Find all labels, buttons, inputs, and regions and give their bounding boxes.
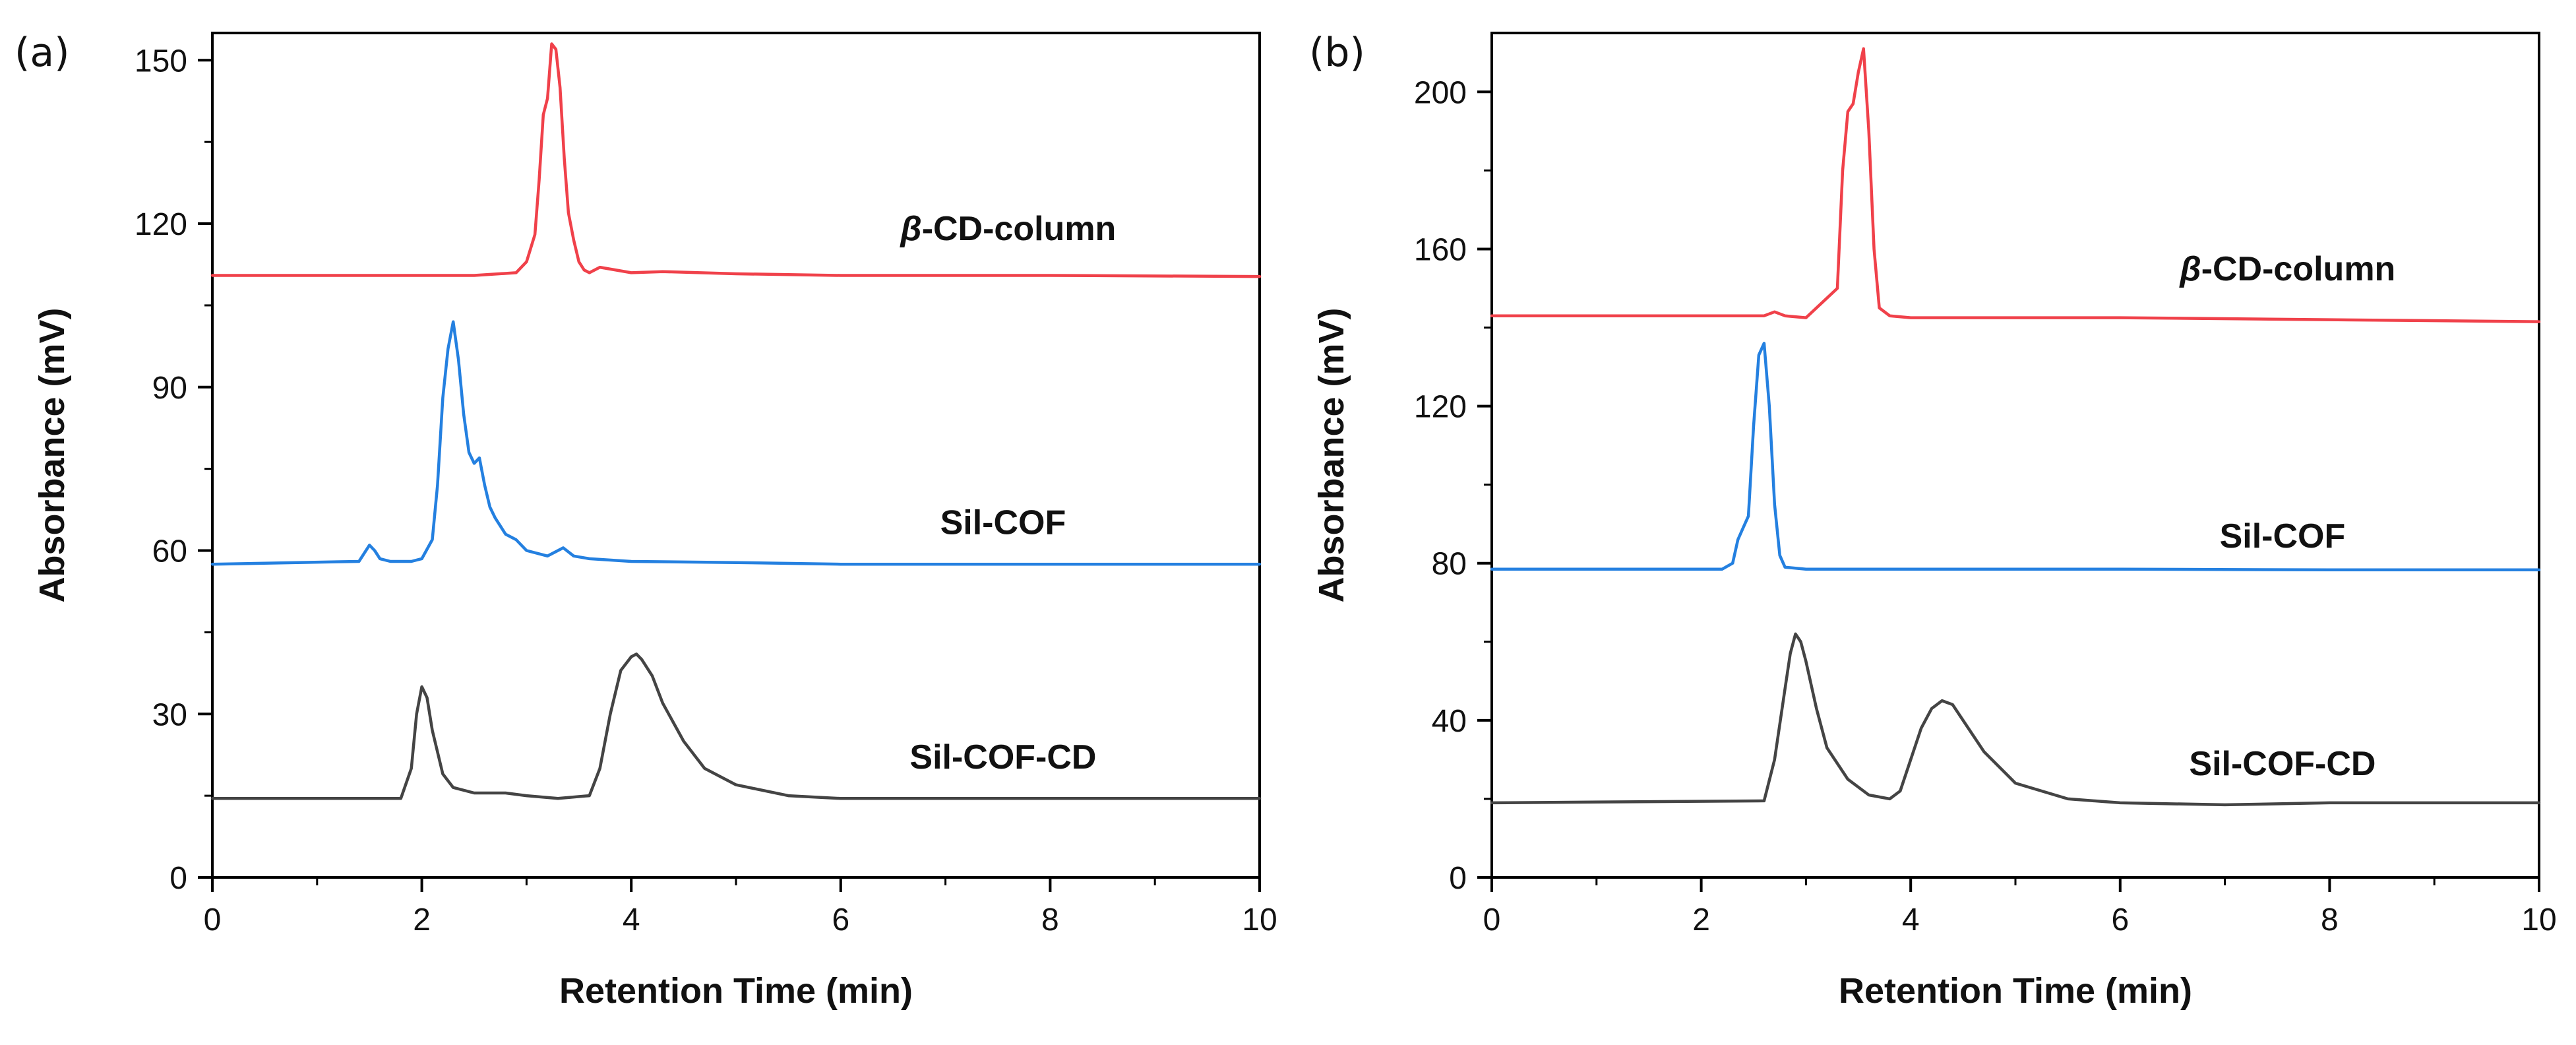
y-tick-label: 160 (1414, 232, 1467, 267)
series-label-sil-cof: Sil-COF (940, 504, 1066, 542)
series-label-prefix: β (899, 210, 921, 248)
y-tick-label: 80 (1432, 547, 1467, 582)
trace-beta-cd-column (210, 42, 1262, 278)
panel-label: (b) (1309, 30, 1365, 76)
y-tick-label: 0 (169, 861, 187, 896)
x-axis-title: Retention Time (min) (559, 971, 913, 1011)
trace-sil-cof-cd (210, 652, 1262, 800)
x-tick-label: 10 (1242, 902, 1277, 937)
x-tick-label: 6 (2111, 902, 2129, 937)
panel-b: (b) 0 2 4 6 8 10 0 40 80 120 160 200 Retention Time (… (1309, 30, 2557, 1011)
y-axis-title: Absorbance (mV) (1312, 307, 1351, 602)
trace-sil-cof (1490, 342, 2541, 572)
y-tick-label: 0 (1449, 861, 1467, 896)
y-tick-label: 60 (152, 534, 187, 569)
series-label-rest: -CD-column (2201, 250, 2396, 288)
x-tick-label: 8 (1041, 902, 1059, 937)
series-label-beta-cd-column: β-CD-column (899, 210, 1116, 248)
x-tick-label: 4 (1902, 902, 1920, 937)
series-label-rest: -CD-column (922, 210, 1117, 248)
series-label-sil-cof-cd: Sil-COF-CD (2189, 745, 2376, 783)
trace-sil-cof-cd (1490, 632, 2541, 807)
plot-frame (1490, 32, 2540, 879)
plot-frame (211, 32, 1261, 879)
trace-beta-cd-column (1490, 47, 2541, 323)
x-tick-label: 0 (204, 902, 222, 937)
x-tick-label: 8 (2321, 902, 2339, 937)
panel-label: (a) (15, 30, 70, 76)
x-tick-label: 2 (1692, 902, 1710, 937)
x-tick-label: 0 (1483, 902, 1501, 937)
panel-a: (a) 0 2 4 6 8 10 0 30 60 90 120 150 Retention Time (m… (15, 30, 1277, 1011)
y-tick-label: 200 (1414, 75, 1467, 110)
y-tick-label: 90 (152, 371, 187, 406)
y-tick-label: 120 (1414, 390, 1467, 425)
x-tick-label: 4 (623, 902, 640, 937)
y-tick-label: 150 (135, 44, 187, 79)
trace-sil-cof (210, 320, 1262, 566)
y-tick-label: 120 (135, 207, 187, 242)
series-label-prefix: β (2178, 250, 2201, 288)
x-tick-label: 6 (832, 902, 849, 937)
series-label-sil-cof: Sil-COF (2220, 517, 2346, 555)
x-tick-label: 2 (413, 902, 431, 937)
y-tick-label: 40 (1432, 704, 1467, 739)
x-tick-label: 10 (2521, 902, 2556, 937)
x-axis-title: Retention Time (min) (1839, 971, 2192, 1011)
series-label-beta-cd-column: β-CD-column (2178, 250, 2395, 288)
y-tick-label: 30 (152, 697, 187, 732)
series-label-sil-cof-cd: Sil-COF-CD (909, 738, 1096, 776)
y-axis-title: Absorbance (mV) (32, 307, 72, 602)
